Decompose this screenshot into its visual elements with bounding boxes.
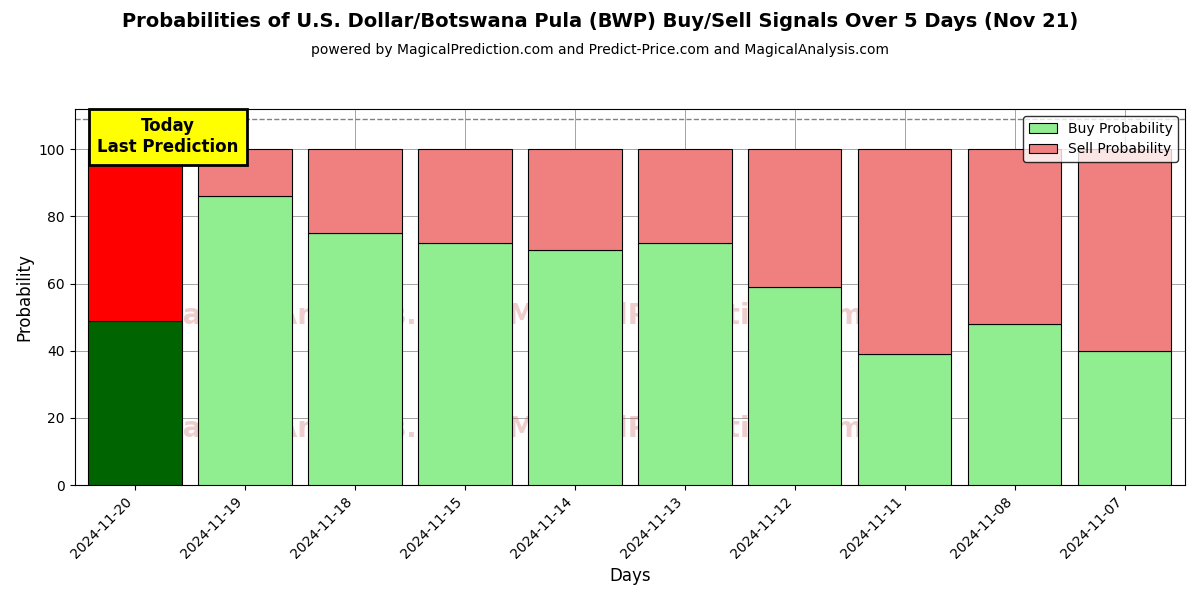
Bar [1078,149,1171,351]
X-axis label: Days: Days [610,567,650,585]
Text: MagicalAnalysis.com: MagicalAnalysis.com [156,302,482,330]
Text: MagicalAnalysis.com: MagicalAnalysis.com [156,415,482,443]
Text: powered by MagicalPrediction.com and Predict-Price.com and MagicalAnalysis.com: powered by MagicalPrediction.com and Pre… [311,43,889,57]
Bar [858,354,952,485]
Bar [198,196,292,485]
Bar [858,149,952,354]
Bar [89,320,182,485]
Bar [419,244,511,485]
Text: Today
Last Prediction: Today Last Prediction [97,118,239,156]
Bar [968,149,1061,324]
Bar [638,149,732,244]
Bar [89,149,182,320]
Bar [198,149,292,196]
Bar [528,149,622,250]
Y-axis label: Probability: Probability [16,253,34,341]
Bar [528,250,622,485]
Bar [748,287,841,485]
Legend: Buy Probability, Sell Probability: Buy Probability, Sell Probability [1024,116,1178,162]
Bar [308,233,402,485]
Bar [1078,351,1171,485]
Bar [968,324,1061,485]
Bar [308,149,402,233]
Text: Probabilities of U.S. Dollar/Botswana Pula (BWP) Buy/Sell Signals Over 5 Days (N: Probabilities of U.S. Dollar/Botswana Pu… [122,12,1078,31]
Bar [638,244,732,485]
Bar [748,149,841,287]
Text: MagicalPrediction.com: MagicalPrediction.com [508,302,864,330]
Bar [419,149,511,244]
Text: MagicalPrediction.com: MagicalPrediction.com [508,415,864,443]
